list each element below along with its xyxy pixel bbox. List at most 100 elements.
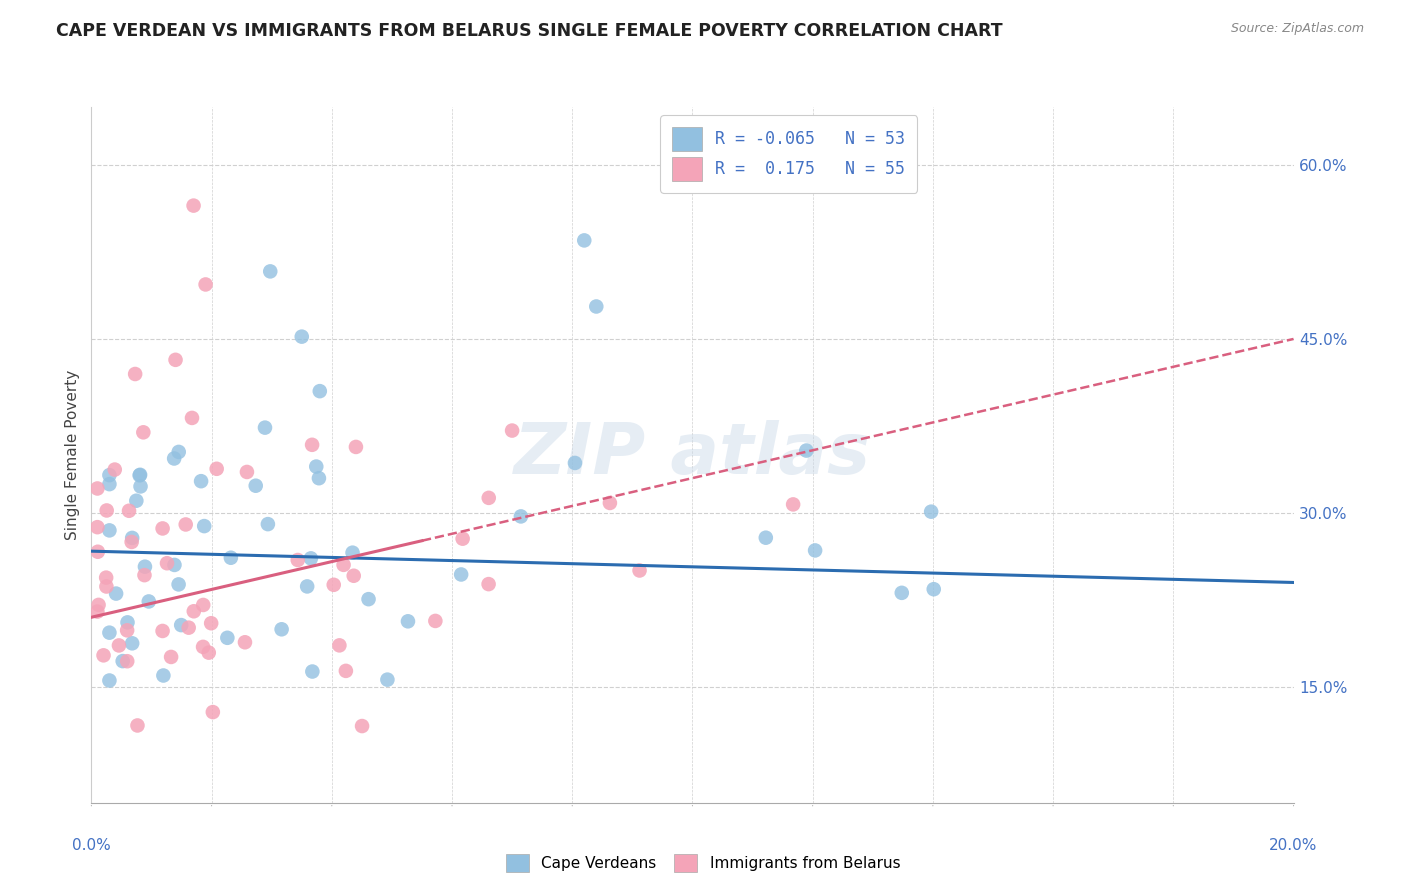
Point — [115, 654, 138, 668]
Point — [301, 438, 323, 452]
Point — [129, 479, 152, 493]
Point — [174, 517, 197, 532]
Point — [328, 639, 350, 653]
Point — [259, 264, 281, 278]
Point — [194, 277, 217, 292]
Point — [156, 556, 179, 570]
Point — [183, 604, 205, 618]
Point — [335, 664, 357, 678]
Point — [217, 631, 239, 645]
Legend: Cape Verdeans, Immigrants from Belarus: Cape Verdeans, Immigrants from Belarus — [498, 846, 908, 880]
Point — [121, 531, 143, 545]
Point — [344, 440, 367, 454]
Text: 20.0%: 20.0% — [1270, 838, 1317, 853]
Point — [299, 551, 322, 566]
Point — [295, 579, 318, 593]
Point — [920, 505, 942, 519]
Text: CAPE VERDEAN VS IMMIGRANTS FROM BELARUS SINGLE FEMALE POVERTY CORRELATION CHART: CAPE VERDEAN VS IMMIGRANTS FROM BELARUS … — [56, 22, 1002, 40]
Point — [245, 479, 267, 493]
Point — [115, 624, 138, 638]
Point — [396, 615, 419, 629]
Point — [253, 420, 276, 434]
Point — [478, 491, 501, 505]
Text: 0.0%: 0.0% — [72, 838, 111, 853]
Point — [96, 580, 118, 594]
Point — [132, 425, 155, 440]
Point — [501, 424, 523, 438]
Point — [197, 646, 219, 660]
Point — [93, 648, 115, 663]
Point — [98, 673, 121, 688]
Point — [193, 519, 215, 533]
Point — [134, 559, 156, 574]
Point — [86, 520, 108, 534]
Point — [125, 493, 148, 508]
Point — [890, 586, 912, 600]
Point — [236, 465, 259, 479]
Point — [152, 521, 174, 535]
Point — [291, 329, 314, 343]
Point — [98, 625, 121, 640]
Point — [181, 411, 204, 425]
Point — [87, 598, 110, 612]
Point — [108, 639, 131, 653]
Point — [98, 524, 121, 538]
Point — [163, 558, 186, 572]
Point — [121, 636, 143, 650]
Point — [86, 605, 108, 619]
Point — [357, 592, 380, 607]
Point — [450, 567, 472, 582]
Point — [96, 571, 118, 585]
Point — [170, 618, 193, 632]
Point — [129, 467, 152, 482]
Point — [87, 545, 110, 559]
Point — [628, 564, 651, 578]
Point — [117, 615, 139, 630]
Point — [287, 553, 309, 567]
Point — [782, 497, 804, 511]
Point — [308, 471, 330, 485]
Point — [96, 503, 118, 517]
Point — [574, 233, 596, 247]
Point — [233, 635, 256, 649]
Point — [138, 594, 160, 608]
Point — [270, 622, 292, 636]
Point — [86, 482, 108, 496]
Y-axis label: Single Female Poverty: Single Female Poverty — [65, 370, 80, 540]
Point — [219, 550, 242, 565]
Point — [152, 668, 174, 682]
Point — [98, 477, 121, 491]
Point — [167, 445, 190, 459]
Point — [322, 578, 344, 592]
Point — [118, 504, 141, 518]
Point — [127, 718, 149, 732]
Point — [922, 582, 945, 597]
Point — [205, 462, 228, 476]
Point — [124, 367, 146, 381]
Point — [201, 705, 224, 719]
Point — [190, 474, 212, 488]
Point — [585, 300, 607, 314]
Point — [796, 443, 818, 458]
Point — [160, 649, 183, 664]
Point — [425, 614, 447, 628]
Point — [377, 673, 399, 687]
Point — [301, 665, 323, 679]
Point — [755, 531, 778, 545]
Point — [104, 462, 127, 476]
Point — [478, 577, 501, 591]
Legend: R = -0.065   N = 53, R =  0.175   N = 55: R = -0.065 N = 53, R = 0.175 N = 55 — [661, 115, 917, 193]
Text: Source: ZipAtlas.com: Source: ZipAtlas.com — [1230, 22, 1364, 36]
Point — [451, 532, 474, 546]
Point — [121, 535, 143, 549]
Point — [165, 352, 187, 367]
Point — [564, 456, 586, 470]
Point — [183, 199, 205, 213]
Point — [152, 624, 174, 638]
Point — [200, 616, 222, 631]
Point — [509, 509, 531, 524]
Text: ZIP atlas: ZIP atlas — [513, 420, 872, 490]
Point — [804, 543, 827, 558]
Point — [332, 558, 354, 572]
Point — [599, 496, 621, 510]
